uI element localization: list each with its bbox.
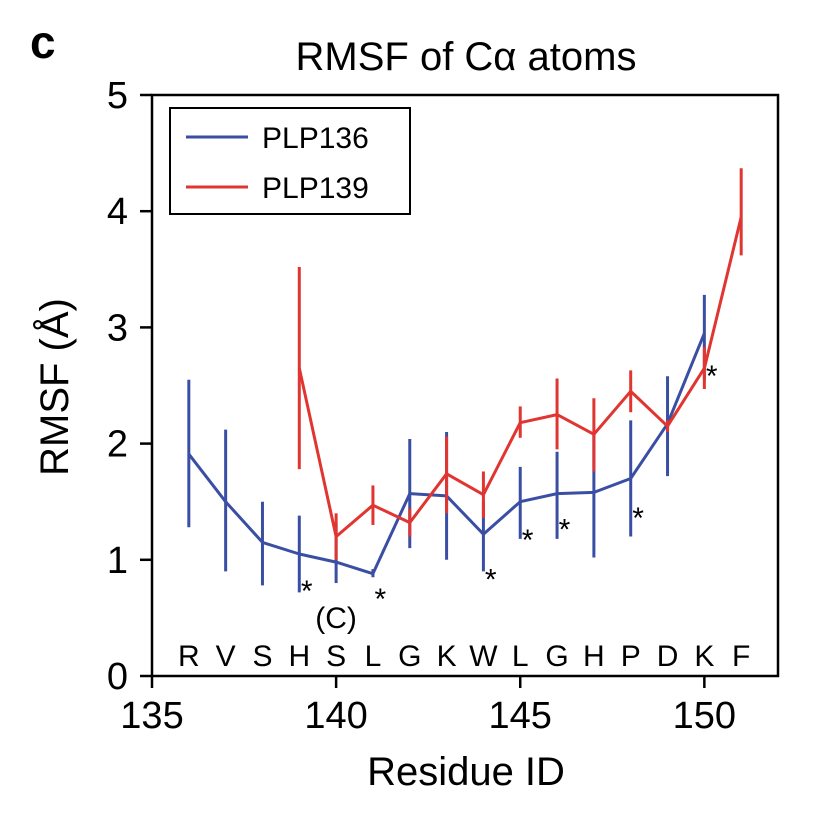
- y-tick-label: 4: [107, 191, 128, 233]
- x-tick-label: 150: [673, 695, 736, 737]
- y-tick-label: 2: [107, 424, 128, 466]
- residue-label: F: [732, 640, 750, 673]
- legend-label-plp139: PLP139: [262, 172, 369, 205]
- significance-asterisk: *: [301, 575, 313, 608]
- series-plp139: [297, 168, 743, 560]
- y-axis-title: RMSF (Å): [32, 298, 77, 476]
- residue-label: H: [288, 640, 310, 673]
- y-tick-label: 1: [107, 540, 128, 582]
- significance-asterisk: *: [632, 502, 644, 535]
- residue-label: W: [469, 640, 498, 673]
- residue-label: V: [216, 640, 236, 673]
- residue-label: L: [365, 640, 382, 673]
- legend: PLP136 PLP139: [169, 107, 411, 215]
- residue-label: K: [694, 640, 714, 673]
- significance-asterisk: *: [374, 583, 386, 616]
- x-axis-title: Residue ID: [367, 750, 565, 794]
- significance-asterisk: *: [485, 563, 497, 596]
- significance-asterisk: *: [706, 360, 718, 393]
- data-series: [187, 168, 743, 593]
- chart-title: RMSF of Cα atoms: [296, 35, 637, 79]
- significance-asterisk: *: [522, 524, 534, 557]
- residue-label: R: [178, 640, 200, 673]
- significance-markers: * * * * * * *: [301, 360, 718, 616]
- y-tick-label: 3: [107, 307, 128, 349]
- series-line: [297, 216, 743, 539]
- significance-asterisk: *: [559, 513, 571, 546]
- panel-label: c: [30, 16, 56, 68]
- residue-label: S: [252, 640, 272, 673]
- residue-label: G: [545, 640, 568, 673]
- x-tick-label: 140: [304, 695, 367, 737]
- residue-label: S: [326, 640, 346, 673]
- residue-label: D: [657, 640, 679, 673]
- legend-box: [169, 107, 411, 215]
- axes: 135 140 145 150 0 1 2 3 4 5: [107, 75, 780, 737]
- residue-label: P: [621, 640, 641, 673]
- residue-label: L: [512, 640, 529, 673]
- legend-label-plp136: PLP136: [262, 122, 369, 155]
- residue-label: K: [437, 640, 457, 673]
- residue-annotation: (C): [315, 602, 357, 635]
- x-tick-label: 135: [120, 695, 183, 737]
- x-tick-label: 145: [489, 695, 552, 737]
- y-tick-label: 0: [107, 656, 128, 698]
- plot-frame: [150, 93, 780, 678]
- y-tick-label: 5: [107, 75, 128, 117]
- residue-labels: R V S H S L G K W L G H P D K F(C): [178, 602, 750, 673]
- residue-label: H: [583, 640, 605, 673]
- residue-label: G: [398, 640, 421, 673]
